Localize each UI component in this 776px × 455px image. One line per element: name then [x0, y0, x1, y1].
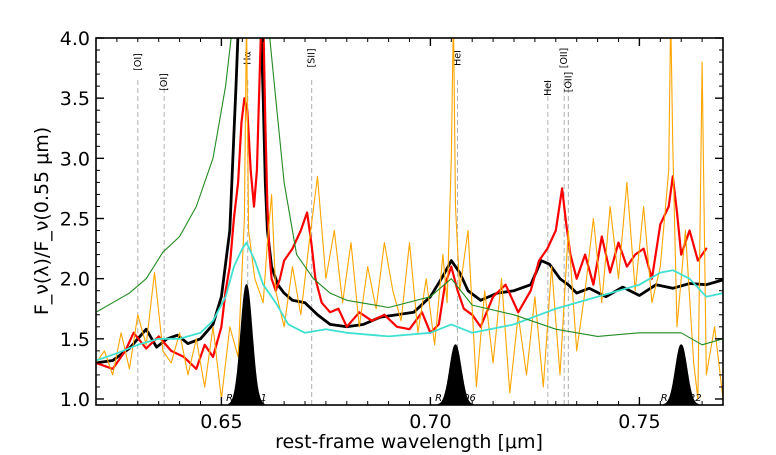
emission-line-label: [OI]: [159, 73, 170, 91]
plot-frame: [95, 37, 724, 406]
emission-line-label: Hα: [243, 51, 254, 64]
emission-line-label: HeI: [453, 50, 464, 66]
y-tick-label: 3.5: [60, 88, 90, 110]
resolution-gaussian: [663, 344, 700, 405]
emission-line-label: [OI]: [133, 53, 144, 71]
emission-line-label: HeI: [543, 80, 554, 96]
series-line-orange: [96, 38, 723, 400]
series-line-turquoise: [96, 241, 723, 362]
x-tick-label: 0.75: [618, 411, 660, 433]
series-line-red: [96, 38, 708, 370]
emission-line-label: [SII]: [307, 48, 318, 67]
resolution-markers: R = 191 R = 206 R = 222: [226, 284, 702, 405]
y-axis-label: F_ν(λ)/F_ν(0.55 μm): [31, 127, 53, 315]
resolution-label: R = 191: [226, 393, 267, 404]
y-tick-label: 2.0: [60, 269, 90, 291]
emission-line-labels: [OI] [OI] Hα [SII] HeI HeI [OII] [OII]: [133, 48, 575, 96]
x-axis-ticks: 0.65 0.70 0.75: [116, 38, 703, 433]
emission-line-label: [OII]: [563, 72, 574, 93]
emission-line-label: [OII]: [559, 48, 570, 69]
y-tick-label: 2.5: [60, 208, 90, 230]
y-tick-label: 1.5: [60, 329, 90, 351]
emission-line-guides: [137, 80, 569, 405]
y-tick-label: 1.0: [60, 389, 90, 411]
x-axis-label: rest-frame wavelength [μm]: [275, 431, 543, 453]
x-tick-label: 0.65: [200, 411, 242, 433]
data-series: [96, 38, 723, 400]
series-line-black: [96, 38, 723, 365]
resolution-label: R = 206: [435, 393, 476, 404]
resolution-label: R = 222: [661, 393, 702, 404]
resolution-gaussian: [437, 344, 474, 405]
x-tick-label: 0.70: [409, 411, 451, 433]
y-axis-ticks: 1.0 1.5 2.0 2.5 3.0 3.5 4.0: [60, 28, 723, 411]
y-tick-label: 4.0: [60, 28, 90, 50]
resolution-gaussian: [228, 284, 265, 405]
y-tick-label: 3.0: [60, 148, 90, 170]
series-line-green: [96, 38, 723, 346]
